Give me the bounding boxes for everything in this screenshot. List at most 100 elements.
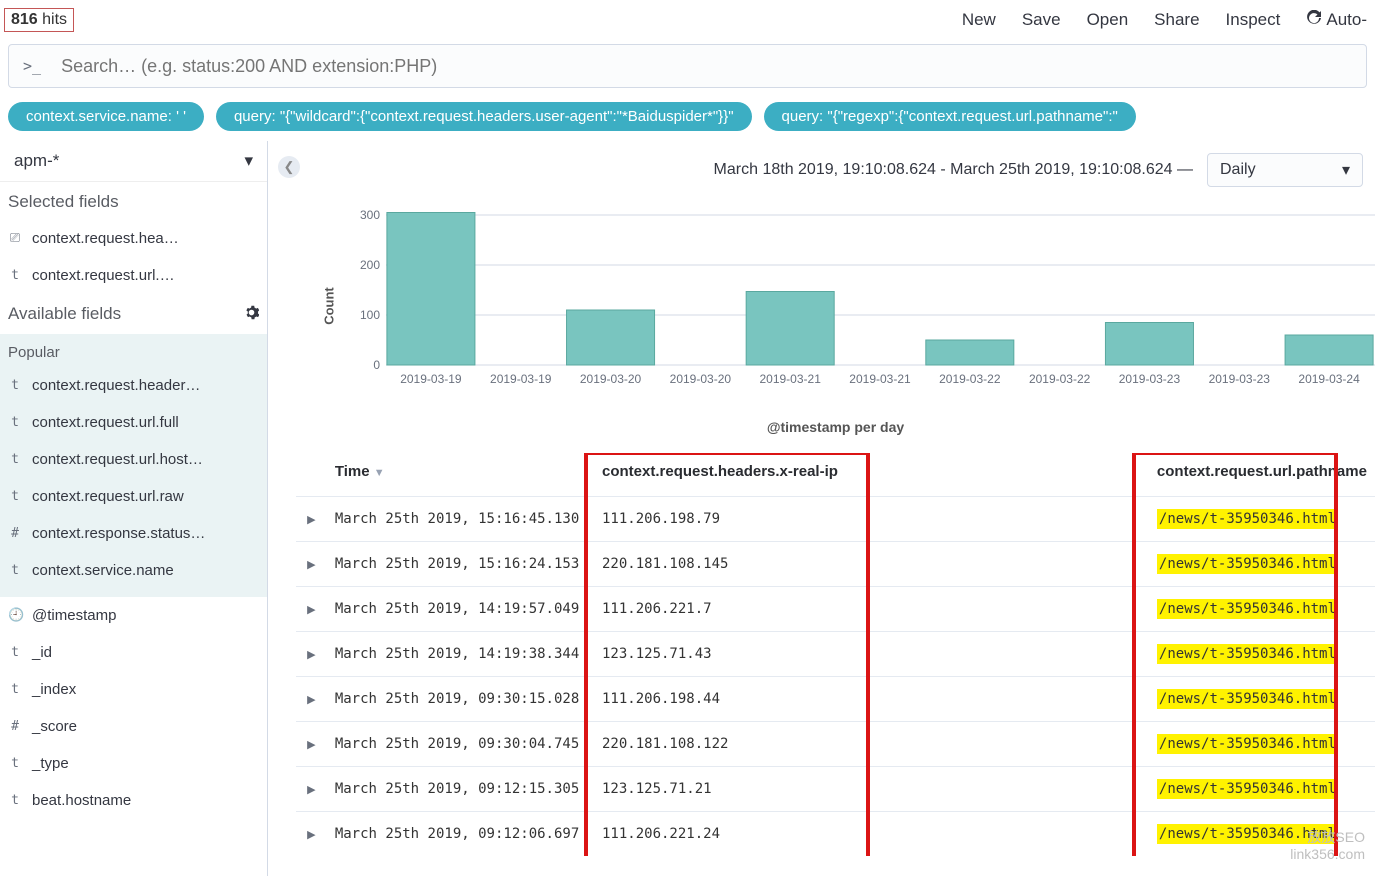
open-button[interactable]: Open — [1087, 10, 1129, 31]
hits-count-badge: 816 hits — [4, 8, 74, 32]
table-row[interactable]: ▶March 25th 2019, 09:30:04.745220.181.10… — [296, 722, 1375, 767]
available-fields-label: Available fields — [8, 304, 121, 324]
gear-icon[interactable] — [244, 305, 259, 324]
field-item-available[interactable]: t beat.hostname — [0, 782, 267, 819]
field-item-popular[interactable]: t context.service.name — [0, 552, 267, 589]
histogram-chart[interactable]: Count 01002003002019-03-192019-03-192019… — [308, 199, 1375, 413]
svg-text:2019-03-21: 2019-03-21 — [759, 372, 821, 386]
cell-time: March 25th 2019, 14:19:38.344 — [327, 632, 594, 677]
table-header-path[interactable]: context.request.url.pathname — [1149, 453, 1375, 497]
field-type-icon: # — [8, 526, 22, 541]
svg-text:2019-03-22: 2019-03-22 — [939, 372, 1001, 386]
field-name-label: _type — [32, 755, 69, 772]
hits-count-number: 816 — [11, 11, 38, 28]
filter-pill-query-regexp[interactable]: query: "{"regexp":{"context.request.url.… — [764, 102, 1136, 131]
cell-path: /news/t-35950346.html — [1149, 632, 1375, 677]
save-button[interactable]: Save — [1022, 10, 1061, 31]
search-input[interactable] — [61, 56, 1352, 77]
table-row[interactable]: ▶ March 25th 2019, 14:19:38.344123.125.71… — [296, 632, 1375, 677]
svg-text:300: 300 — [360, 208, 380, 222]
svg-text:200: 200 — [360, 258, 380, 272]
share-button[interactable]: Share — [1154, 10, 1199, 31]
cell-path: /news/t-35950346.html — [1149, 587, 1375, 632]
table-row[interactable]: ▶March 25th 2019, 09:12:15.305123.125.71… — [296, 767, 1375, 812]
field-type-icon: t — [8, 415, 22, 430]
refresh-icon — [1306, 10, 1322, 31]
field-name-label: context.service.name — [32, 562, 174, 579]
chevron-down-icon: ▾ — [244, 151, 253, 171]
table-row[interactable]: ▶March 25th 2019, 15:16:45.130111.206.19… — [296, 497, 1375, 542]
field-name-label: context.request.url.… — [32, 267, 175, 284]
table-row[interactable]: ▶March 25th 2019, 09:30:15.028111.206.19… — [296, 677, 1375, 722]
table-row[interactable]: ▶March 25th 2019, 15:16:24.153220.181.10… — [296, 542, 1375, 587]
field-item-available[interactable]: t_id — [0, 634, 267, 671]
field-item-available[interactable]: #_score — [0, 708, 267, 745]
inspect-button[interactable]: Inspect — [1226, 10, 1281, 31]
expand-row-icon[interactable]: ▶ — [307, 694, 315, 706]
time-range-bar: March 18th 2019, 19:10:08.624 - March 25… — [296, 141, 1375, 195]
svg-text:2019-03-19: 2019-03-19 — [400, 372, 462, 386]
field-item-available[interactable]: t_index — [0, 671, 267, 708]
interval-select[interactable]: Daily ▾ — [1207, 153, 1363, 187]
field-item-popular[interactable]: tcontext.request.header… — [0, 367, 267, 404]
cell-ip: 123.125.71.21 — [594, 767, 1149, 812]
field-type-icon: ⎚ — [8, 231, 22, 246]
field-type-icon: t — [8, 489, 22, 504]
expand-row-icon[interactable]: ▶ — [307, 604, 315, 616]
cell-time: March 25th 2019, 14:19:57.049 — [327, 587, 594, 632]
field-item-available[interactable]: 🕘@timestamp — [0, 597, 267, 634]
table-header-time-label: Time — [335, 463, 370, 480]
table-header-time[interactable]: Time ▼ — [327, 453, 594, 497]
expand-row-icon[interactable]: ▶ — [307, 829, 315, 841]
selected-fields-title: Selected fields — [0, 182, 267, 220]
filter-pill-service-name[interactable]: context.service.name: ' ' — [8, 102, 204, 131]
field-type-icon: t — [8, 378, 22, 393]
cell-path-highlight: /news/t-35950346.html — [1157, 734, 1338, 754]
field-type-icon: t — [8, 563, 22, 578]
field-item-popular[interactable]: # context.response.status… — [0, 515, 267, 552]
field-name-label: context.request.url.full — [32, 414, 179, 431]
results-table: Time ▼ context.request.headers.x-real-ip… — [296, 453, 1375, 856]
cell-ip: 111.206.221.24 — [594, 812, 1149, 857]
expand-row-icon[interactable]: ▶ — [307, 559, 315, 571]
field-type-icon: t — [8, 793, 22, 808]
table-row[interactable]: ▶March 25th 2019, 14:19:57.049111.206.22… — [296, 587, 1375, 632]
chevron-down-icon: ▾ — [1342, 160, 1350, 180]
svg-text:100: 100 — [360, 308, 380, 322]
field-type-icon: t — [8, 452, 22, 467]
field-name-label: context.response.status… — [32, 525, 205, 542]
expand-row-icon[interactable]: ▶ — [307, 739, 315, 751]
field-name-label: beat.hostname — [32, 792, 131, 809]
expand-row-icon[interactable]: ▶ — [307, 784, 315, 796]
field-item-popular[interactable]: t context.request.url.full — [0, 404, 267, 441]
cell-time: March 25th 2019, 09:30:15.028 — [327, 677, 594, 722]
field-item-selected[interactable]: ⎚context.request.hea… — [0, 220, 267, 257]
cell-ip: 123.125.71.43 — [594, 632, 1149, 677]
cell-path: /news/t-35950346.html — [1149, 497, 1375, 542]
index-pattern-select[interactable]: apm-* ▾ — [0, 141, 267, 182]
svg-text:2019-03-23: 2019-03-23 — [1119, 372, 1181, 386]
cell-path-highlight: /news/t-35950346.html — [1157, 554, 1338, 574]
search-prompt-icon: >_ — [23, 57, 41, 75]
main-panel: March 18th 2019, 19:10:08.624 - March 25… — [268, 141, 1375, 876]
search-bar[interactable]: >_ — [8, 44, 1367, 88]
sort-desc-icon: ▼ — [374, 467, 385, 479]
table-row[interactable]: ▶March 25th 2019, 09:12:06.697111.206.22… — [296, 812, 1375, 857]
field-item-selected[interactable]: tcontext.request.url.… — [0, 257, 267, 294]
autorefresh-button[interactable]: Auto- — [1306, 10, 1367, 31]
svg-text:0: 0 — [373, 358, 380, 372]
new-button[interactable]: New — [962, 10, 996, 31]
svg-text:2019-03-22: 2019-03-22 — [1029, 372, 1091, 386]
field-item-available[interactable]: t_type — [0, 745, 267, 782]
field-type-icon: # — [8, 719, 22, 734]
table-header-ip[interactable]: context.request.headers.x-real-ip — [594, 453, 1149, 497]
field-item-popular[interactable]: tcontext.request.url.raw — [0, 478, 267, 515]
field-name-label: @timestamp — [32, 607, 116, 624]
top-actions: New Save Open Share Inspect Auto- — [962, 10, 1371, 31]
svg-text:2019-03-20: 2019-03-20 — [580, 372, 642, 386]
filter-pill-query-wildcard[interactable]: query: "{"wildcard":{"context.request.he… — [216, 102, 752, 131]
field-item-popular[interactable]: tcontext.request.url.host… — [0, 441, 267, 478]
expand-row-icon[interactable]: ▶ — [307, 514, 315, 526]
expand-row-icon[interactable]: ▶ — [307, 649, 315, 661]
cell-ip: 220.181.108.145 — [594, 542, 1149, 587]
